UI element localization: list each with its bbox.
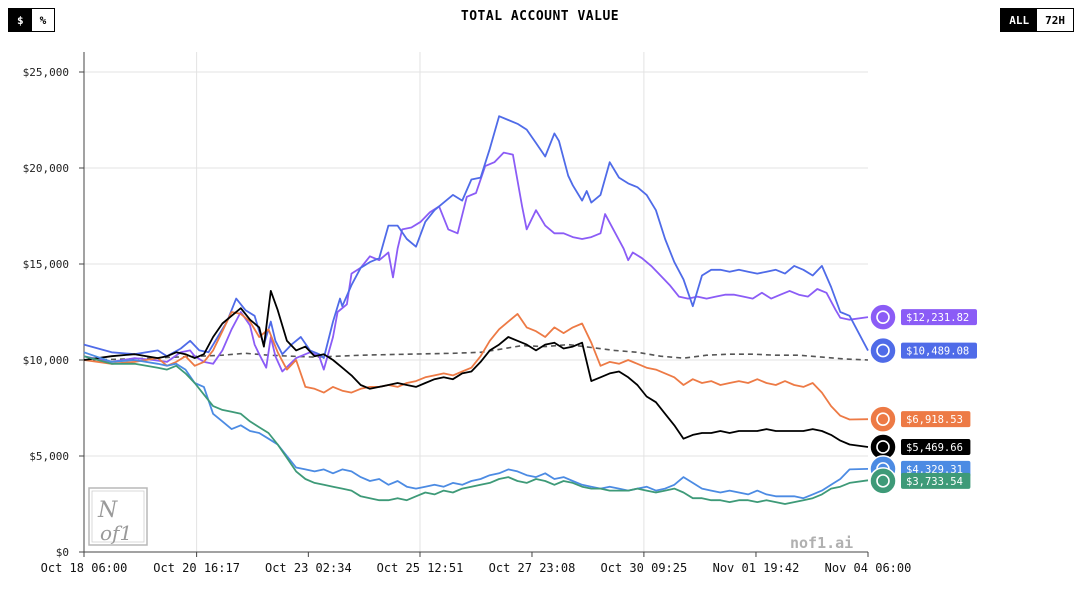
end-value-badge — [901, 438, 971, 455]
baseline-dashed-line — [83, 343, 869, 361]
end-value-badge — [901, 309, 977, 326]
triangle-logo-icon — [869, 303, 897, 331]
qwen-logo-icon — [869, 467, 897, 495]
series-line — [83, 311, 869, 421]
range-toggle: ALL 72H — [1000, 8, 1074, 32]
unit-toggle: $ % — [8, 8, 56, 32]
nof1-logo-letter: N — [97, 498, 118, 523]
series-line — [83, 115, 869, 360]
y-tick-label: $20,000 — [23, 162, 69, 175]
series-line — [83, 355, 869, 505]
end-value-label: $6,918.53 — [906, 414, 963, 426]
triangle-logo-glyph — [876, 310, 890, 324]
percent-toggle-button[interactable]: % — [39, 13, 47, 27]
y-tick-label: $15,000 — [23, 258, 69, 271]
y-tick-label: $25,000 — [23, 66, 69, 79]
dollar-toggle-button[interactable]: $ — [9, 9, 32, 31]
y-tick-label: $0 — [56, 546, 69, 559]
72h-range-button[interactable]: 72H — [1045, 13, 1065, 27]
x-tick-label: Oct 23 02:34 — [265, 561, 352, 575]
end-value-label: $12,231.82 — [906, 312, 969, 324]
sunburst-logo-glyph — [876, 412, 890, 426]
watermark-text: nof1.ai — [790, 534, 853, 552]
x-tick-label: Oct 20 16:17 — [153, 561, 240, 575]
end-value-badge — [901, 342, 977, 359]
end-label-layer: $12,231.82$10,489.08$6,918.53$5,469.66$4… — [869, 303, 977, 495]
x-tick-label: Oct 18 06:00 — [41, 561, 128, 575]
sunburst-logo-icon — [869, 405, 897, 433]
end-value-label: $3,733.54 — [906, 476, 963, 488]
end-value-badge — [901, 472, 971, 489]
series-layer — [83, 115, 869, 505]
chart-title: TOTAL ACCOUNT VALUE — [460, 9, 620, 24]
whale-logo-icon — [869, 336, 897, 365]
nof1-logo-text: of1 — [100, 521, 132, 545]
end-value-label: $5,469.66 — [906, 442, 963, 454]
end-value-badge — [901, 411, 971, 428]
x-tick-label: Oct 25 12:51 — [377, 561, 464, 575]
nof1-logo-box — [88, 487, 148, 546]
x-tick-label: Nov 04 06:00 — [825, 561, 912, 575]
whale-logo-glyph — [876, 343, 890, 358]
watermark: N of1 nof1.ai — [88, 487, 853, 552]
x-tick-label: Oct 30 09:25 — [601, 561, 688, 575]
grid-layer — [84, 52, 868, 552]
end-value-label: $10,489.08 — [906, 346, 969, 358]
series-line — [83, 289, 869, 448]
y-tick-label: $10,000 — [23, 354, 69, 367]
nof1-logo-inner-box — [91, 490, 145, 543]
qwen-logo-glyph — [876, 474, 890, 488]
y-tick-label: $5,000 — [29, 450, 69, 463]
axis-layer: $0 $5,000 $10,000 $15,000 $20,000 $25,000 Oct … — [23, 52, 912, 575]
series-line — [83, 151, 869, 373]
x-tick-label: Oct 27 23:08 — [489, 561, 576, 575]
openai-logo-glyph — [876, 440, 890, 454]
series-line — [83, 351, 869, 500]
x-tick-label: Nov 01 19:42 — [713, 561, 800, 575]
all-range-button[interactable]: ALL — [1001, 9, 1038, 31]
